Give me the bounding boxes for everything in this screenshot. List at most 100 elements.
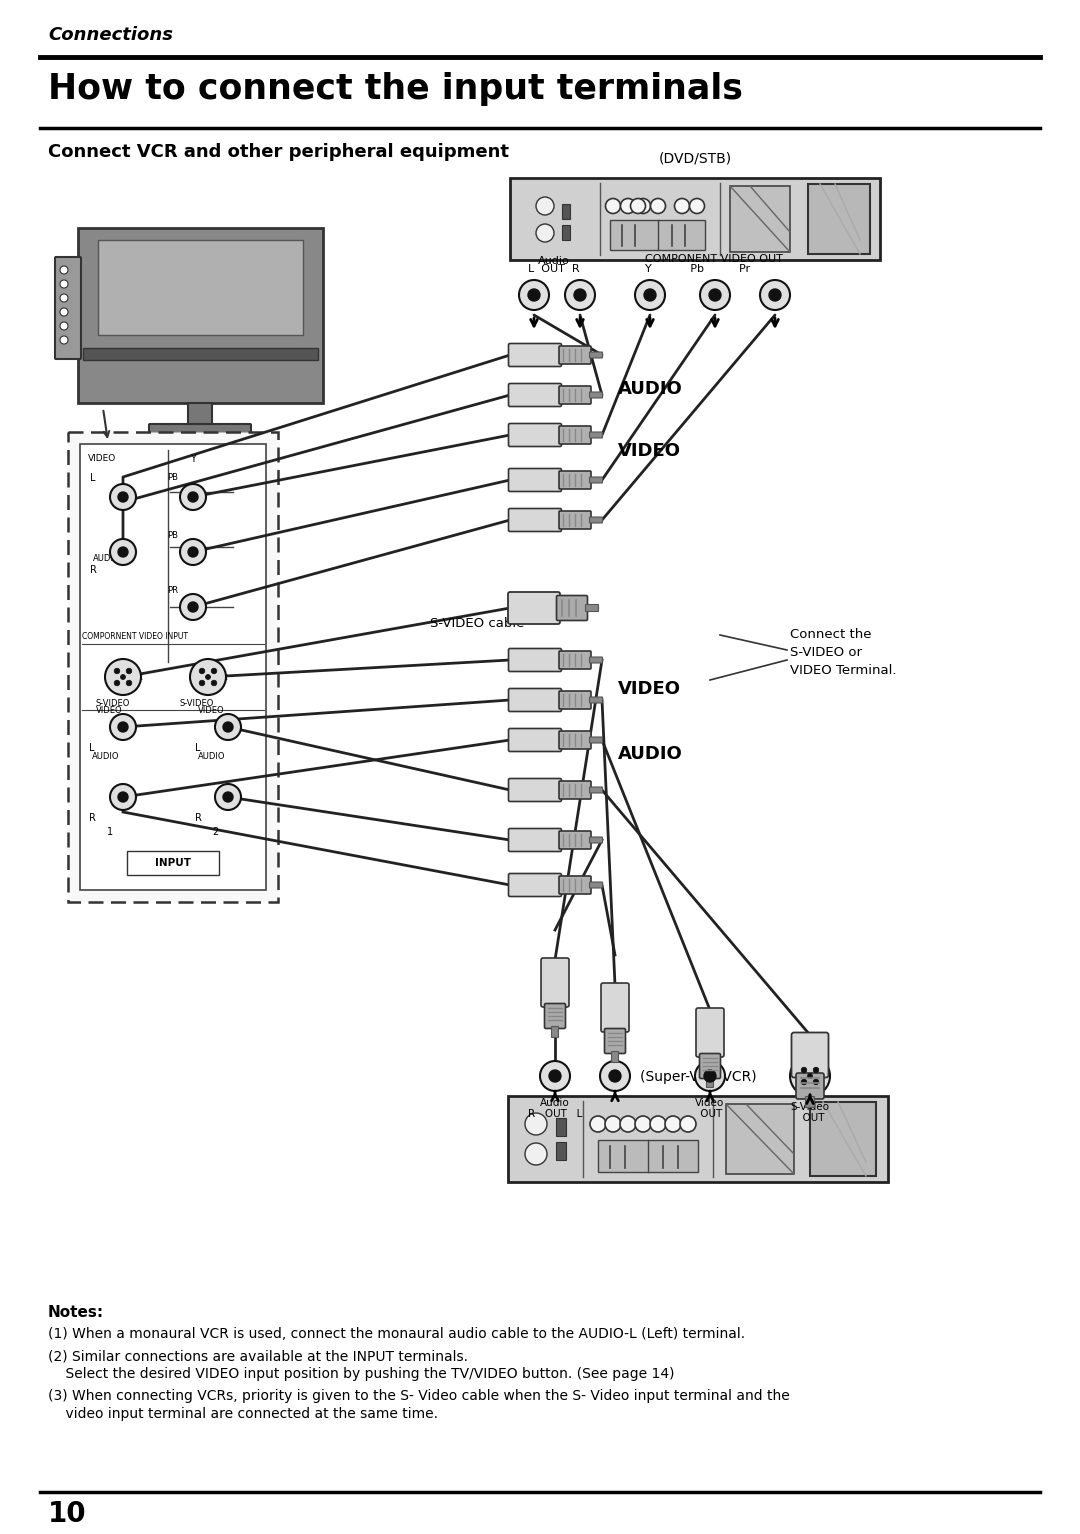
- Text: Audio: Audio: [538, 256, 570, 265]
- Circle shape: [118, 492, 129, 502]
- Circle shape: [199, 680, 205, 686]
- Circle shape: [60, 336, 68, 344]
- Text: R: R: [90, 565, 96, 575]
- Text: Notes:: Notes:: [48, 1305, 104, 1319]
- Circle shape: [180, 594, 206, 620]
- FancyBboxPatch shape: [590, 393, 603, 397]
- Circle shape: [769, 288, 781, 301]
- Bar: [556, 1118, 566, 1137]
- Circle shape: [801, 1080, 807, 1085]
- Circle shape: [212, 669, 217, 673]
- Circle shape: [525, 1143, 546, 1164]
- FancyBboxPatch shape: [696, 1008, 724, 1057]
- FancyBboxPatch shape: [559, 732, 591, 749]
- FancyBboxPatch shape: [559, 471, 591, 489]
- FancyBboxPatch shape: [559, 650, 591, 669]
- Text: OUT: OUT: [698, 1109, 723, 1118]
- Text: Y           Pb          Pr: Y Pb Pr: [645, 264, 751, 275]
- FancyBboxPatch shape: [792, 1032, 828, 1077]
- FancyBboxPatch shape: [808, 184, 870, 255]
- Text: 1: 1: [107, 827, 113, 838]
- Circle shape: [110, 538, 136, 565]
- FancyBboxPatch shape: [78, 229, 323, 403]
- Text: PB: PB: [167, 531, 178, 540]
- Circle shape: [760, 281, 789, 310]
- Circle shape: [199, 669, 205, 673]
- Circle shape: [519, 281, 549, 310]
- FancyBboxPatch shape: [590, 477, 603, 483]
- Text: How to connect the input terminals: How to connect the input terminals: [48, 72, 743, 106]
- FancyBboxPatch shape: [509, 468, 562, 491]
- Circle shape: [789, 1055, 831, 1095]
- Circle shape: [573, 288, 586, 301]
- Circle shape: [708, 288, 721, 301]
- Circle shape: [696, 1062, 725, 1091]
- FancyBboxPatch shape: [509, 689, 562, 712]
- Circle shape: [540, 1062, 570, 1091]
- Text: AUDIO: AUDIO: [93, 554, 121, 563]
- FancyBboxPatch shape: [509, 384, 562, 407]
- FancyBboxPatch shape: [796, 1072, 824, 1098]
- Circle shape: [188, 492, 198, 502]
- Text: VIDEO: VIDEO: [618, 680, 681, 698]
- Circle shape: [60, 322, 68, 330]
- Bar: [556, 1141, 566, 1160]
- Text: R   OUT   L: R OUT L: [528, 1109, 582, 1118]
- Circle shape: [700, 281, 730, 310]
- FancyBboxPatch shape: [590, 787, 603, 793]
- Text: video input terminal are connected at the same time.: video input terminal are connected at th…: [48, 1407, 438, 1420]
- Text: R: R: [194, 813, 202, 824]
- FancyBboxPatch shape: [509, 508, 562, 531]
- FancyBboxPatch shape: [806, 1097, 814, 1108]
- Text: VIDEO: VIDEO: [198, 706, 225, 715]
- Text: COMPONENT VIDEO OUT: COMPONENT VIDEO OUT: [645, 255, 783, 264]
- FancyBboxPatch shape: [598, 1140, 698, 1172]
- Circle shape: [180, 538, 206, 565]
- Circle shape: [590, 1117, 606, 1132]
- FancyBboxPatch shape: [559, 426, 591, 443]
- Circle shape: [105, 660, 141, 695]
- FancyBboxPatch shape: [730, 186, 789, 252]
- FancyBboxPatch shape: [509, 778, 562, 801]
- FancyBboxPatch shape: [510, 178, 880, 259]
- FancyBboxPatch shape: [605, 1028, 625, 1054]
- Text: AUDIO: AUDIO: [618, 746, 683, 762]
- Circle shape: [605, 1117, 621, 1132]
- Circle shape: [536, 224, 554, 242]
- Circle shape: [665, 1117, 681, 1132]
- Circle shape: [212, 680, 217, 686]
- FancyBboxPatch shape: [726, 1104, 794, 1174]
- Text: Connect the: Connect the: [789, 627, 872, 641]
- Circle shape: [606, 198, 621, 213]
- Text: (DVD/STB): (DVD/STB): [659, 152, 731, 166]
- FancyBboxPatch shape: [544, 1003, 566, 1028]
- Circle shape: [600, 1062, 630, 1091]
- Circle shape: [631, 198, 646, 213]
- Text: Connect VCR and other peripheral equipment: Connect VCR and other peripheral equipme…: [48, 143, 509, 161]
- Text: L: L: [90, 742, 95, 753]
- Circle shape: [565, 281, 595, 310]
- Circle shape: [801, 1068, 807, 1072]
- FancyBboxPatch shape: [559, 511, 591, 529]
- Circle shape: [222, 723, 233, 732]
- Text: Audio: Audio: [540, 1098, 570, 1108]
- Circle shape: [121, 675, 125, 680]
- FancyBboxPatch shape: [509, 828, 562, 851]
- FancyBboxPatch shape: [700, 1054, 720, 1078]
- Circle shape: [644, 288, 656, 301]
- Text: L  OUT  R: L OUT R: [528, 264, 580, 275]
- Circle shape: [808, 1074, 812, 1078]
- FancyBboxPatch shape: [810, 1101, 876, 1177]
- FancyBboxPatch shape: [509, 873, 562, 896]
- FancyBboxPatch shape: [559, 387, 591, 403]
- FancyBboxPatch shape: [552, 1026, 558, 1037]
- FancyBboxPatch shape: [611, 1051, 619, 1063]
- Bar: [562, 204, 570, 219]
- Circle shape: [620, 1117, 636, 1132]
- Circle shape: [813, 1080, 819, 1085]
- Text: 10: 10: [48, 1500, 86, 1528]
- Circle shape: [114, 680, 120, 686]
- FancyBboxPatch shape: [610, 219, 705, 250]
- Circle shape: [180, 485, 206, 509]
- Text: AUDIO: AUDIO: [618, 380, 683, 397]
